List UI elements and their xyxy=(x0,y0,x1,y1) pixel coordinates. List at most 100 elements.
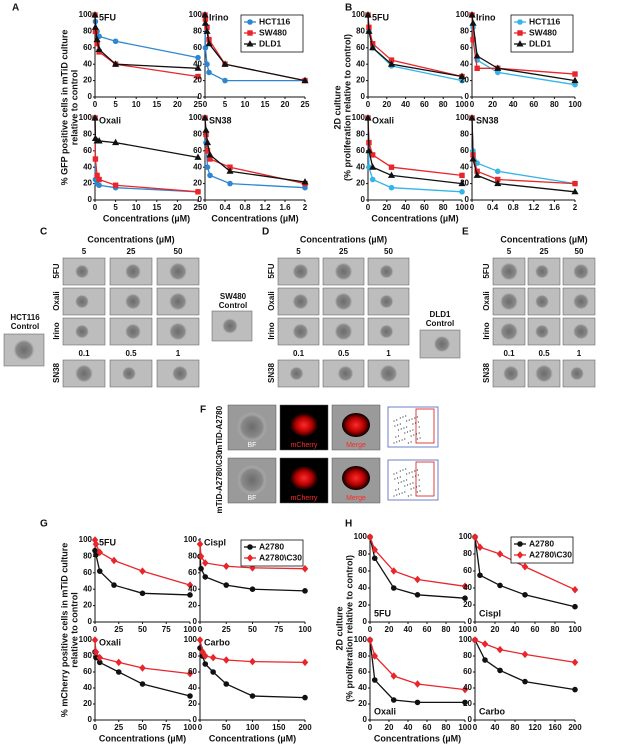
control-label: Control xyxy=(426,319,454,328)
flow-dot xyxy=(409,430,411,432)
marker xyxy=(572,686,578,693)
marker xyxy=(388,164,395,170)
x-tick-label: 25 xyxy=(194,203,203,212)
marker xyxy=(139,681,146,687)
y-tick-label: 0 xyxy=(193,617,198,626)
flow-dot xyxy=(414,470,416,472)
y-tick-label: 0 xyxy=(465,92,470,101)
flow-dot xyxy=(415,422,417,424)
y-tick-label: 20 xyxy=(188,699,197,708)
spheroid xyxy=(124,262,142,281)
flow-dot xyxy=(410,494,412,496)
flow-dot xyxy=(414,417,416,419)
marker xyxy=(187,592,193,598)
marker xyxy=(476,543,484,551)
legend-box xyxy=(510,536,574,564)
flow-dot xyxy=(406,473,408,475)
y-tick-label: 60 xyxy=(188,568,197,577)
marker xyxy=(96,568,103,574)
flow-dot xyxy=(403,480,405,482)
flow-dot xyxy=(393,495,395,497)
flow-dot xyxy=(417,421,419,423)
y-tick-label: 20 xyxy=(193,179,202,188)
x-tick-label: 20 xyxy=(173,100,182,109)
marker xyxy=(572,180,578,187)
column-label: 0.5 xyxy=(538,349,550,358)
x-tick-label: 50 xyxy=(248,625,257,634)
y-axis-label: 2D culture xyxy=(332,85,342,129)
y-tick-label: 20 xyxy=(356,179,365,188)
column-label: 0.1 xyxy=(293,349,305,358)
marker xyxy=(302,694,308,701)
marker xyxy=(202,45,209,51)
x-tick-label: 20 xyxy=(488,100,497,109)
flow-dot xyxy=(404,438,406,440)
control-label: SW480 xyxy=(220,292,247,301)
y-tick-label: 60 xyxy=(83,568,92,577)
marker xyxy=(206,69,212,76)
marker xyxy=(222,77,228,84)
x-tick-label: 100 xyxy=(568,625,582,634)
spheroid xyxy=(572,262,590,281)
x-tick-label: 50 xyxy=(222,723,231,732)
spheroid xyxy=(121,365,137,382)
marker xyxy=(197,552,205,561)
marker xyxy=(195,54,201,61)
marker xyxy=(187,693,193,699)
marker xyxy=(371,555,378,562)
y-tick-label: 20 xyxy=(83,601,92,610)
marker xyxy=(481,640,489,648)
spheroid xyxy=(502,364,520,383)
x-tick-label: 0 xyxy=(470,203,475,212)
flow-dot xyxy=(415,433,418,435)
marker xyxy=(301,76,309,84)
column-label: 1 xyxy=(386,349,391,358)
marker xyxy=(365,146,373,154)
marker xyxy=(571,187,579,195)
marker xyxy=(199,648,206,656)
marker xyxy=(497,667,503,674)
flow-dot xyxy=(398,493,400,495)
flow-dot xyxy=(403,427,405,429)
x-tick-label: 40 xyxy=(511,625,520,634)
y-axis-label: % GFP positive cells in mTiD culture xyxy=(59,30,69,186)
series-line xyxy=(367,117,463,193)
x-tick-label: 0 xyxy=(366,100,371,109)
x-tick-label: 15 xyxy=(152,100,161,109)
marker xyxy=(496,550,504,558)
flow-dot xyxy=(397,429,400,431)
x-tick-label: 200 xyxy=(568,723,582,732)
spheroid xyxy=(288,365,305,382)
marker xyxy=(204,61,210,67)
flow-dot xyxy=(406,431,409,433)
y-tick-label: 20 xyxy=(188,601,197,610)
x-tick-label: 40 xyxy=(404,625,413,634)
marker xyxy=(207,156,213,162)
chart-title: Cispl xyxy=(204,537,226,547)
fluorescence xyxy=(290,413,318,437)
x-tick-label: 1.2 xyxy=(528,203,540,212)
marker xyxy=(390,697,397,703)
marker xyxy=(246,40,254,47)
chart-title: SN38 xyxy=(209,115,232,125)
y-tick-label: 100 xyxy=(189,113,203,122)
spheroid xyxy=(378,323,395,340)
flow-dot xyxy=(419,490,421,492)
micrograph xyxy=(279,404,329,451)
y-tick-label: 0 xyxy=(361,195,366,204)
flow-dot xyxy=(415,475,417,477)
marker xyxy=(203,27,211,34)
series-line xyxy=(369,536,466,599)
marker xyxy=(482,657,488,663)
micrograph xyxy=(109,257,153,286)
flow-dot xyxy=(416,416,418,418)
y-tick-label: 20 xyxy=(460,76,469,85)
marker xyxy=(112,138,120,146)
y-tick-label: 0 xyxy=(88,195,93,204)
marker xyxy=(206,151,214,158)
flow-dot xyxy=(406,484,409,486)
flow-dot xyxy=(410,488,412,490)
spheroid xyxy=(534,323,550,340)
x-tick-label: 75 xyxy=(162,723,171,732)
flow-dot xyxy=(407,495,409,497)
